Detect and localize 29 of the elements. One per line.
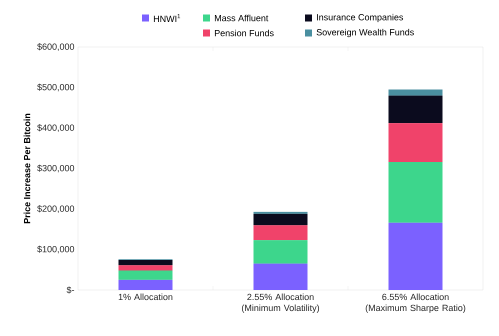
bar <box>388 90 443 96</box>
x-tick-label: 2.55% Allocation (Minimum Volatility) <box>242 294 320 313</box>
y-tick-label: $100,000 <box>37 246 74 254</box>
bar <box>254 225 308 240</box>
y-tick-label: $200,000 <box>37 205 74 213</box>
x-tick-label: 1% Allocation <box>118 294 172 300</box>
bar <box>388 222 443 290</box>
bar <box>118 260 172 266</box>
y-axis-title: Price Increase Per Bitcoin <box>24 114 30 224</box>
legend-label: Mass Affluent <box>214 14 268 22</box>
y-tick-label: $300,000 <box>37 164 74 172</box>
bar <box>388 123 443 162</box>
bar <box>254 240 308 264</box>
x-tick-label: 6.55% Allocation (Maximum Sharpe Ratio) <box>366 294 466 313</box>
bar <box>118 280 172 290</box>
bar <box>118 265 172 271</box>
legend-label: Sovereign Wealth Funds <box>316 28 414 38</box>
bar <box>388 162 443 223</box>
legend-label: HNWI$^{1}$ <box>154 14 180 22</box>
y-tick-label: $400,000 <box>37 124 74 132</box>
legend-label: Pension Funds <box>214 30 274 36</box>
legend-label: Insurance Companies <box>317 14 404 22</box>
bar <box>254 214 308 226</box>
y-tick-label: $600,000 <box>37 43 74 51</box>
bar <box>388 96 443 124</box>
bar <box>254 264 308 290</box>
y-tick-label: $- <box>66 286 74 294</box>
y-tick-label: $500,000 <box>37 84 74 92</box>
bar <box>118 270 172 280</box>
